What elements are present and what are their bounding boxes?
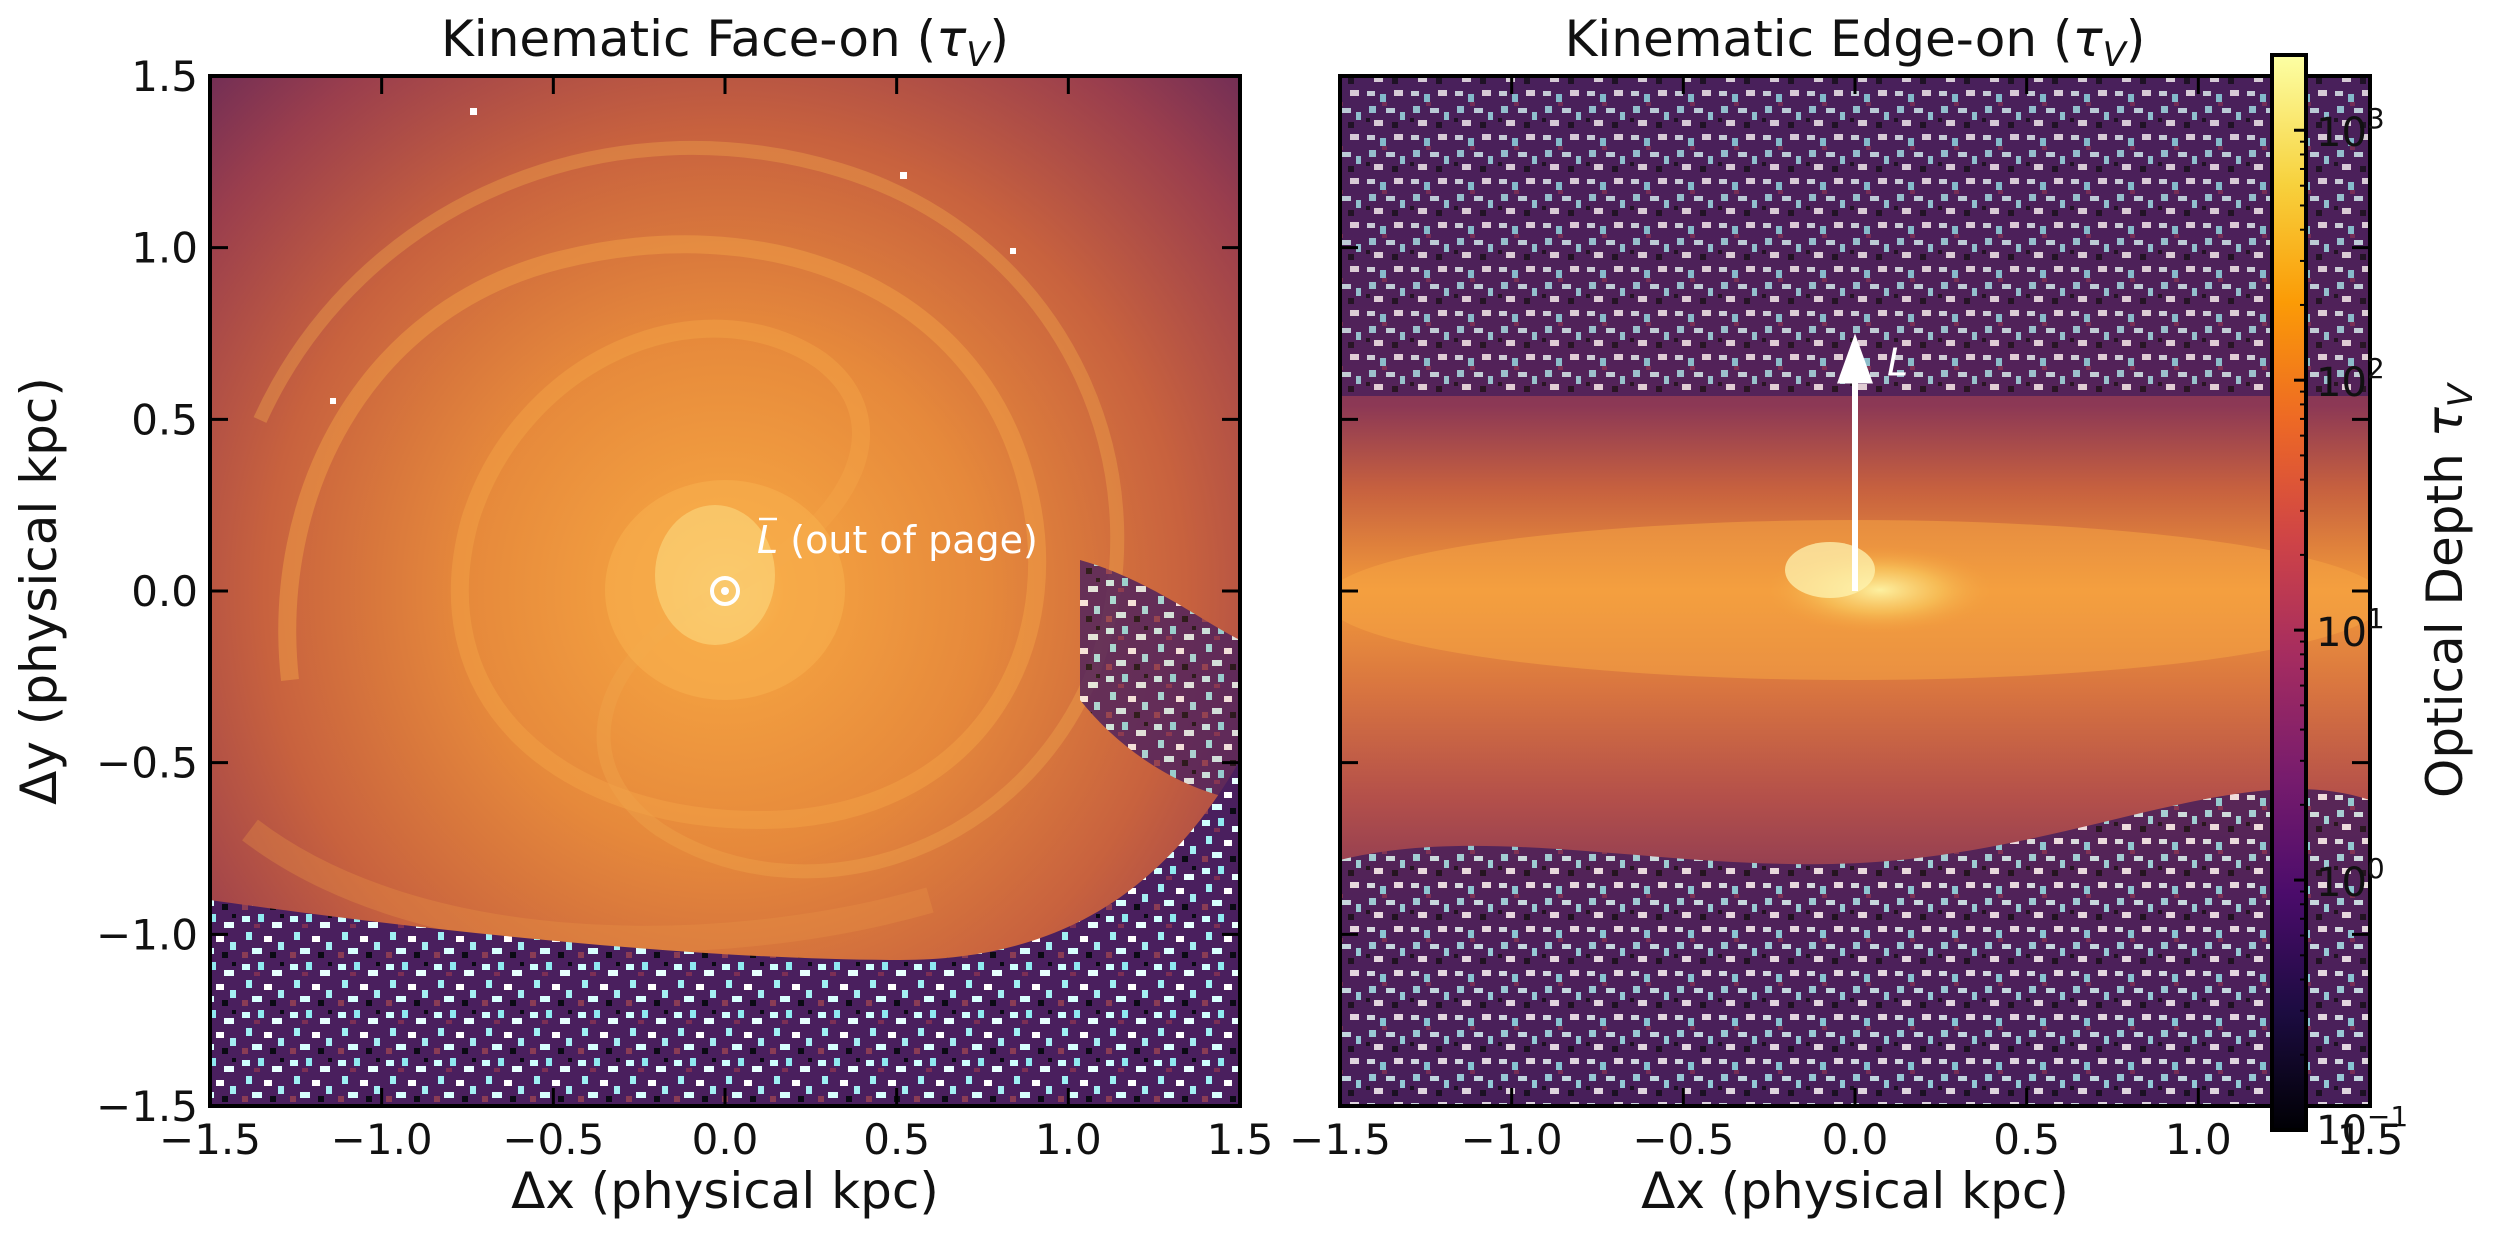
x-tick-label: −1.0 (331, 1115, 433, 1164)
y-tick-label: 0.5 (131, 395, 198, 444)
colorbar-tick-label: 101 (2316, 602, 2385, 656)
x-tick-label: −0.5 (1632, 1115, 1734, 1164)
x-tick-label: −1.5 (1289, 1115, 1391, 1164)
x-tick-label: 0.0 (1822, 1115, 1889, 1164)
x-tick-label: 1.5 (1207, 1115, 1274, 1164)
x-tick-label: 1.5 (2337, 1115, 2404, 1164)
face-on-title: Kinematic Face-on (τV) (441, 10, 1009, 75)
x-tick-label: 0.5 (1993, 1115, 2060, 1164)
arrow-label: L (1887, 341, 1908, 385)
out-of-page-circle (710, 576, 740, 606)
x-tick-label: 0.5 (863, 1115, 930, 1164)
x-tick-label: −0.5 (502, 1115, 604, 1164)
y-tick-label: 1.0 (131, 224, 198, 273)
colorbar-tick-label: 100 (2316, 852, 2385, 906)
angular-momentum-annotation: L (out of page) (710, 517, 1038, 606)
arrow-head (1837, 333, 1873, 384)
colorbar-tick-label: 10−1 (2316, 1100, 2408, 1154)
y-tick-label: −1.0 (96, 910, 198, 959)
x-tick-label: 1.0 (2165, 1115, 2232, 1164)
out-of-page-dot (721, 587, 729, 595)
colorbar-gradient (2270, 53, 2308, 1132)
x-tick-label: −1.0 (1461, 1115, 1563, 1164)
face-on-xlabel: Δx (physical kpc) (511, 1162, 939, 1220)
y-tick-label: 1.5 (131, 52, 198, 101)
edge-on-xlabel: Δx (physical kpc) (1641, 1162, 2069, 1220)
colorbar: 10−1 100 101 102 103 Optical Depth τV (2270, 53, 2481, 1154)
angular-momentum-arrow: L (1837, 333, 1908, 591)
face-on-axes: −1.5 −1.0 −0.5 0.0 0.5 1.0 1.5 −1.5 −1.0 −0.5 0.0 0… (96, 52, 1273, 1164)
y-tick-label: −1.5 (96, 1082, 198, 1131)
colorbar-label: Optical Depth τV (2416, 381, 2481, 798)
face-on-panel: Kinematic Face-on (τV) L (out of page) (10, 10, 1273, 1220)
x-tick-label: 0.0 (692, 1115, 759, 1164)
edge-on-axes: −1.5 −1.0 −0.5 0.0 0.5 1.0 1.5 (1289, 74, 2404, 1164)
edge-on-title: Kinematic Edge-on (τV) (1565, 10, 2146, 75)
x-tick-label: 1.0 (1035, 1115, 1102, 1164)
edge-on-panel: Kinematic Edge-on (τV) L −1.5 −1.0 −0.5 0.0… (1289, 10, 2403, 1220)
colorbar-tick-label: 103 (2316, 102, 2385, 156)
y-tick-label: −0.5 (96, 739, 198, 788)
face-on-ylabel: Δy (physical kpc) (10, 377, 68, 805)
annotation-text: L (out of page) (757, 518, 1038, 562)
face-on-heatmap (210, 76, 1240, 1106)
y-tick-label: 0.0 (131, 567, 198, 616)
colorbar-tick-label: 102 (2316, 352, 2385, 406)
x-tick-label: −1.5 (159, 1115, 261, 1164)
colorbar-ticks: 10−1 100 101 102 103 (2294, 54, 2408, 1154)
